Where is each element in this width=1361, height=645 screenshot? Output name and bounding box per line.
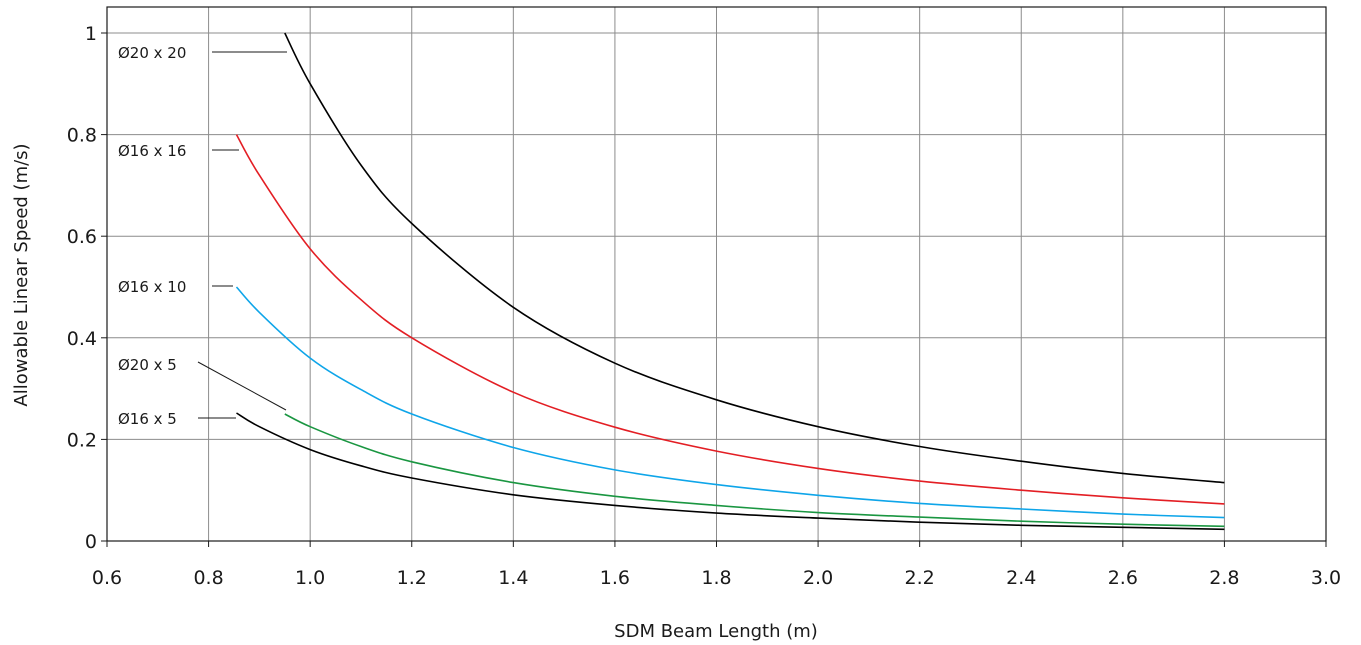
series-curves xyxy=(235,32,1225,531)
series-label: Ø16 x 5 xyxy=(118,410,177,428)
x-axis-label: SDM Beam Length (m) xyxy=(614,621,818,642)
series-label-leader xyxy=(197,361,287,411)
x-axis-ticks: 0.6 0.8 1.0 1.2 1.4 1.6 1.8 2.0 2.2 2.4 2.6 2.8 3.0 xyxy=(92,567,1341,589)
series-label: Ø20 x 5 xyxy=(118,356,177,374)
y-axis-label: Allowable Linear Speed (m/s) xyxy=(11,143,32,406)
y-tick-label: 0 xyxy=(85,531,97,553)
series-labels: Ø20 x 20 Ø16 x 16 Ø16 x 10 Ø20 x 5 Ø16 x 5 xyxy=(118,44,287,428)
series-curve xyxy=(235,286,1225,519)
series-curve xyxy=(284,413,1225,528)
series-curve xyxy=(235,134,1225,505)
x-tick-label: 1.8 xyxy=(701,567,731,589)
x-tick-label: 1.4 xyxy=(498,567,528,589)
series-curve xyxy=(236,412,1225,531)
x-tick-label: 2.0 xyxy=(803,567,833,589)
y-axis-ticks: 0 0.2 0.4 0.6 0.8 1 xyxy=(67,23,97,553)
y-tick-label: 1 xyxy=(85,23,97,45)
y-tick-label: 0.4 xyxy=(67,328,97,350)
x-tick-label: 1.0 xyxy=(295,567,325,589)
grid xyxy=(101,7,1327,547)
x-tick-label: 1.2 xyxy=(397,567,427,589)
x-tick-label: 0.8 xyxy=(193,567,223,589)
x-tick-label: 2.8 xyxy=(1209,567,1239,589)
x-tick-label: 2.2 xyxy=(905,567,935,589)
x-tick-label: 3.0 xyxy=(1311,567,1341,589)
x-tick-label: 0.6 xyxy=(92,567,122,589)
x-tick-label: 1.6 xyxy=(600,567,630,589)
series-label: Ø20 x 20 xyxy=(118,44,186,62)
plot-frame xyxy=(106,6,1327,542)
series-curve xyxy=(284,32,1225,484)
y-tick-label: 0.2 xyxy=(67,429,97,451)
y-tick-label: 0.6 xyxy=(67,226,97,248)
series-label: Ø16 x 16 xyxy=(118,142,186,160)
x-tick-label: 2.6 xyxy=(1108,567,1138,589)
x-tick-label: 2.4 xyxy=(1006,567,1036,589)
y-tick-label: 0.8 xyxy=(67,125,97,147)
series-label: Ø16 x 10 xyxy=(118,278,186,296)
